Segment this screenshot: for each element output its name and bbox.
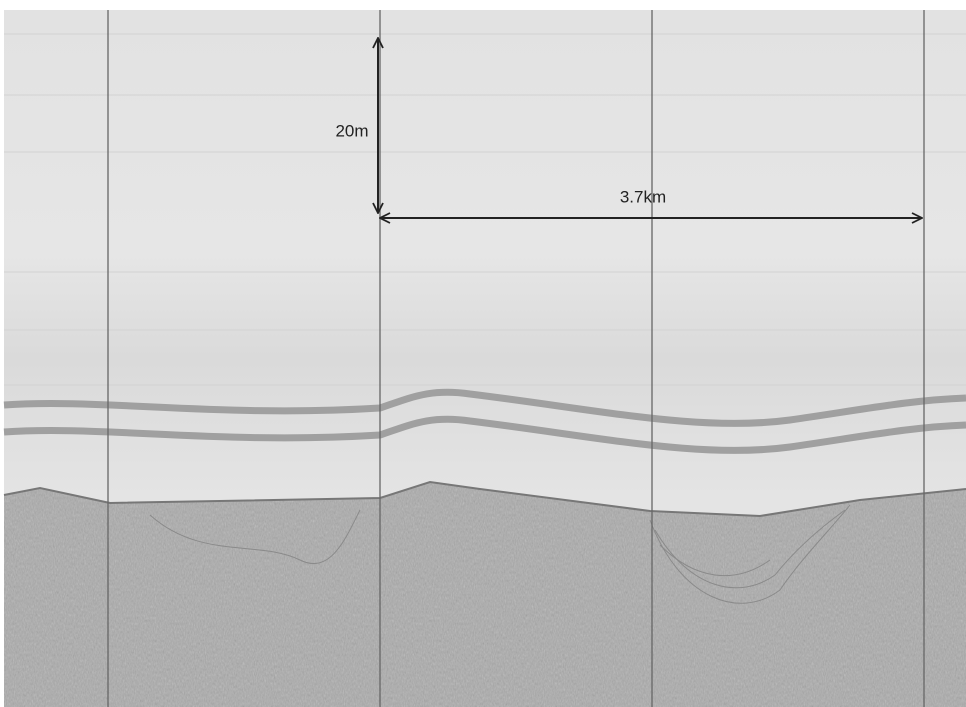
basin-infill bbox=[149, 504, 851, 604]
seafloor bbox=[3, 480, 966, 518]
sub-bottom-texture bbox=[4, 482, 966, 707]
horizontal-scale-label: 3.7km bbox=[620, 187, 666, 206]
vertical-scale-label: 20m bbox=[335, 121, 368, 140]
horizontal-bands bbox=[4, 33, 966, 386]
multiple-reflections bbox=[3, 388, 966, 454]
